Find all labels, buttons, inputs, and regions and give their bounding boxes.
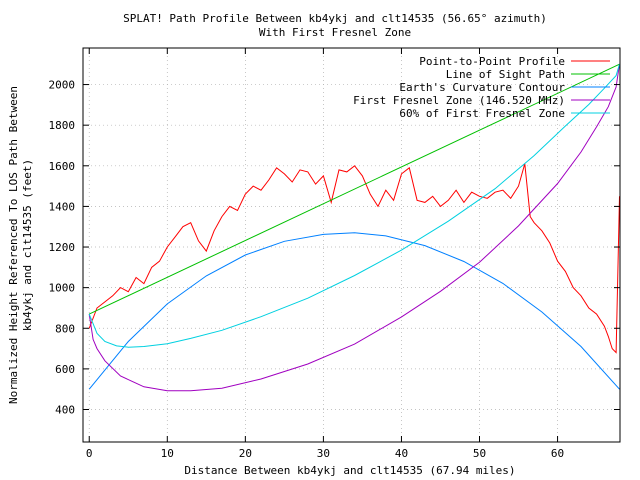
y-tick-label-4: 1200 [49,241,76,254]
legend-label-4: 60% of First Fresnel Zone [399,107,565,120]
y-tick-label-3: 1000 [49,282,76,295]
series-line-line-of-sight-path [88,63,620,315]
series-line-point-to-point-profile [88,163,620,354]
legend-label-1: Line of Sight Path [446,68,565,81]
x-tick-label-1: 10 [161,447,174,460]
y-axis-label-line-1: Normalized Height Referenced To LOS Path… [7,86,20,404]
series-line-60-of-first-fresnel-zone [88,64,620,348]
y-tick-label-1: 600 [55,363,75,376]
x-tick-label-3: 30 [317,447,330,460]
x-tick-label-5: 50 [473,447,486,460]
y-tick-label-6: 1600 [49,160,76,173]
series-line-earth-s-curvature-contour [88,232,620,390]
chart-title-line-2: With First Fresnel Zone [259,26,411,39]
series-layer [88,63,620,392]
y-tick-label-5: 1400 [49,200,76,213]
x-tick-label-2: 20 [239,447,252,460]
x-tick-label-0: 0 [86,447,93,460]
chart-title-line-1: SPLAT! Path Profile Between kb4ykj and c… [123,12,547,25]
y-tick-label-0: 400 [55,404,75,417]
y-tick-label-2: 800 [55,322,75,335]
y-tick-label-7: 1800 [49,119,76,132]
axis-ticks: 0 10 20 30 40 50 60 400 600 800 1000 1200 1400 1600 18… [49,48,620,460]
plot-frame [82,47,621,443]
x-tick-label-4: 40 [395,447,408,460]
legend-label-3: First Fresnel Zone (146.520 MHz) [353,94,565,107]
series-line-first-fresnel-zone-146-520-mhz [88,64,620,392]
x-tick-label-6: 60 [551,447,564,460]
grid [83,48,620,442]
y-tick-label-8: 2000 [49,79,76,92]
legend-label-0: Point-to-Point Profile [419,55,565,68]
legend-label-2: Earth's Curvature Contour [399,81,565,94]
y-axis-label-line-2: kb4ykj and clt14535 (feet) [21,159,34,331]
x-axis-label: Distance Between kb4ykj and clt14535 (67… [184,464,515,477]
